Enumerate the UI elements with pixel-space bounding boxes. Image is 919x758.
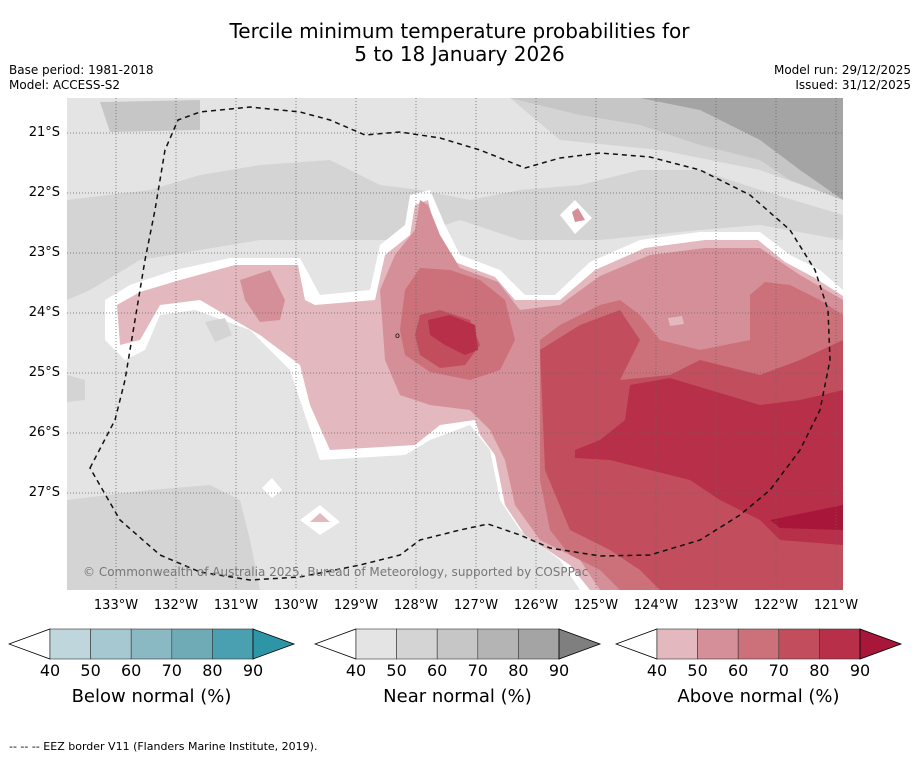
near-normal-80-region [640,98,843,200]
above-normal-80-core [428,315,478,355]
above-normal-40-patch-south [310,513,330,522]
copyright-credit: © Commonwealth of Australia 2025, Bureau… [83,565,589,579]
lat-label: 21°S [28,125,60,140]
lon-label: 130°W [273,598,319,613]
meta-right: Model run: 29/12/2025 Issued: 31/12/2025 [774,63,911,93]
issued-date: Issued: 31/12/2025 [795,78,911,92]
lon-label: 127°W [453,598,499,613]
base-period: Base period: 1981-2018 [9,63,154,77]
colorbar-tick-label: 80 [809,661,830,680]
colorbar-tick-label: 90 [548,661,570,680]
colorbar-tick-label: 60 [121,661,142,680]
colorbar-swatch [778,628,820,660]
colorbar-over-extension [252,628,296,660]
colorbar-tick-label: 40 [345,661,367,680]
colorbar-swatch [130,628,173,660]
colorbar-swatch [697,628,739,660]
model-run: Model run: 29/12/2025 [773,63,911,77]
colorbar-tick-label: 70 [467,661,488,680]
colorbar-swatch [49,628,91,660]
colorbar-tick-label: 60 [728,661,749,680]
colorbar-swatch [477,628,519,660]
eez-border [89,106,831,581]
colorbar-over-extension [558,628,602,660]
near-normal-50-south [67,485,260,590]
colorbar-swatch [396,628,438,660]
colorbar-swatch [355,628,397,660]
colorbar-below-normal [8,628,296,660]
lat-label: 22°S [28,185,60,200]
graticule-lines [67,98,843,590]
colorbar-under-extension [314,628,357,660]
lon-label: 133°W [93,598,139,613]
colorbar-tick-label: 80 [508,661,529,680]
above-normal-50-patch-north [572,208,585,222]
colorbar-swatch [436,628,479,660]
colorbar-tick-label: 60 [427,661,448,680]
above-normal-90-patch [770,505,843,530]
colorbar-under-extension [615,628,658,660]
colorbar-swatch [90,628,132,660]
colorbar-tick-label: 70 [161,661,182,680]
lon-label: 131°W [213,598,259,613]
near-normal-50-patch-edge [67,375,85,402]
colorbar-tick-label: 80 [202,661,223,680]
colorbar-tick-label: 40 [39,661,61,680]
colorbar-tick-label: 50 [687,661,708,680]
colorbar-title-below: Below normal (%) [71,686,232,707]
island-marker: o [395,331,400,340]
map-title-line2: 5 to 18 January 2026 [354,42,565,66]
lat-label: 23°S [28,245,60,260]
eez-footnote: -- -- -- EEZ border V11 (Flanders Marine… [9,740,318,753]
colorbar-swatch [737,628,780,660]
lon-label: 129°W [333,598,379,613]
colorbar-under-extension [8,628,51,660]
lat-label: 26°S [28,425,60,440]
colorbar-near-normal [314,628,602,660]
colorbar-over-extension [859,628,903,660]
colorbar-swatch [656,628,698,660]
colorbar-tick-label: 90 [849,661,871,680]
colorbar-tick-label: 70 [768,661,789,680]
meta-left: Base period: 1981-2018 Model: ACCESS-S2 [9,63,154,93]
lon-label: 123°W [693,598,739,613]
colorbar-swatch [819,628,861,660]
lat-label: 24°S [28,305,60,320]
lon-label: 125°W [573,598,619,613]
lon-label: 124°W [633,598,679,613]
above-normal-40-patch-east [668,316,684,326]
colorbar-tick-label: 50 [386,661,407,680]
near-normal-50-band [67,160,843,300]
lon-label: 128°W [393,598,439,613]
colorbar-tick-label: 90 [242,661,264,680]
colorbar-tick-label: 40 [646,661,668,680]
lon-label: 126°W [513,598,559,613]
colorbar-swatch [171,628,213,660]
map-title: Tercile minimum temperature probabilitie… [0,20,919,66]
map-title-line1: Tercile minimum temperature probabilitie… [229,19,690,43]
colorbar-tick-label: 50 [80,661,101,680]
near-normal-60-patch [100,100,200,132]
near-normal-50-patch-west [205,318,232,342]
lat-label: 27°S [28,485,60,500]
above-normal-50-patch [240,270,285,322]
colorbar-swatch [212,628,254,660]
lat-label: 25°S [28,365,60,380]
lon-label: 132°W [153,598,199,613]
colorbar-above-normal [615,628,903,660]
colorbar-title-near: Near normal (%) [383,686,532,707]
colorbar-title-above: Above normal (%) [677,686,840,707]
lon-label: 121°W [813,598,859,613]
model-name: Model: ACCESS-S2 [9,78,121,92]
colorbar-swatch [518,628,560,660]
lon-label: 122°W [753,598,799,613]
